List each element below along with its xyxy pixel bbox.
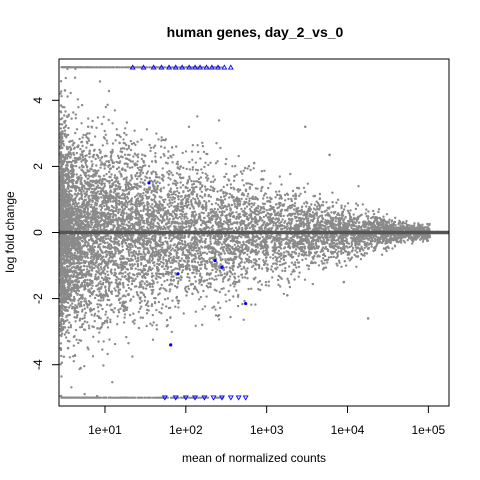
- significant-point: [147, 181, 151, 185]
- significant-point: [213, 258, 217, 263]
- gene-point: [156, 184, 160, 188]
- significant-clipped-point: [158, 64, 165, 70]
- x-tick-label: 1e+05: [412, 423, 446, 437]
- significant-clipped-point: [208, 64, 215, 70]
- gene-point: [239, 251, 243, 254]
- gene-point: [66, 346, 70, 350]
- significant-clipped-point: [179, 64, 186, 70]
- significant-clipped-point: [218, 395, 225, 401]
- x-tick-label: 1e+03: [250, 423, 284, 437]
- significant-clipped-point: [150, 64, 157, 70]
- data-points: [63, 64, 439, 401]
- chart-title: human genes, day_2_vs_0: [167, 24, 344, 40]
- gene-point: [366, 317, 370, 320]
- gene-point: [252, 211, 256, 214]
- gene-point: [176, 194, 180, 198]
- gene-point: [96, 327, 99, 330]
- significant-clipped-point: [172, 395, 179, 401]
- gene-point: [63, 89, 67, 92]
- y-tick-label: 4: [31, 97, 45, 104]
- gene-point: [166, 270, 170, 274]
- significant-point: [220, 265, 224, 269]
- x-axis-label: mean of normalized counts: [182, 451, 326, 465]
- gene-point: [293, 244, 296, 248]
- x-tick-label: 1e+04: [331, 423, 365, 437]
- significant-clipped-point: [201, 395, 208, 401]
- significant-clipped-point: [161, 395, 168, 401]
- y-axis-label: log fold change: [3, 191, 17, 273]
- x-tick-label: 1e+01: [88, 423, 122, 437]
- y-axis: -4 -2 0 2 4: [31, 97, 60, 370]
- gene-point: [286, 293, 289, 297]
- gene-point: [233, 175, 236, 178]
- gene-point: [86, 125, 90, 129]
- significant-clipped-point: [140, 64, 147, 70]
- significant-point: [176, 272, 180, 276]
- gene-point: [198, 201, 202, 205]
- significant-clipped-point: [129, 64, 136, 70]
- significant-clipped-point: [192, 64, 199, 70]
- significant-clipped-point: [166, 64, 173, 70]
- significant-point: [169, 343, 173, 347]
- significant-clipped-point: [242, 395, 249, 401]
- gene-point: [265, 247, 268, 251]
- y-tick-label: 2: [31, 163, 45, 170]
- significant-clipped-point: [172, 64, 179, 70]
- gene-point: [145, 284, 149, 287]
- gene-point: [352, 217, 356, 221]
- gene-point: [409, 233, 412, 237]
- gene-point: [187, 264, 191, 267]
- gene-point: [306, 219, 309, 223]
- gene-point: [352, 237, 356, 241]
- significant-clipped-point: [227, 395, 234, 401]
- gene-point: [328, 153, 331, 157]
- significant-clipped-point: [192, 395, 199, 401]
- significant-clipped-point: [186, 64, 193, 70]
- x-axis: 1e+01 1e+02 1e+03 1e+04 1e+05: [88, 405, 446, 437]
- y-tick-label: -2: [31, 293, 45, 304]
- gene-point: [72, 141, 75, 145]
- gene-point: [79, 366, 82, 370]
- significant-clipped-point: [197, 64, 204, 70]
- significant-clipped-point: [215, 64, 221, 70]
- gene-point: [342, 280, 346, 284]
- gene-point: [321, 241, 325, 244]
- significant-point: [244, 301, 248, 306]
- significant-clipped-point: [182, 395, 189, 401]
- gene-point: [370, 226, 374, 229]
- gene-point: [390, 227, 393, 231]
- significant-clipped-point: [235, 395, 242, 401]
- significant-clipped-point: [203, 64, 210, 70]
- y-tick-label: 0: [31, 229, 45, 236]
- gene-point: [135, 171, 139, 175]
- gene-point: [225, 208, 228, 211]
- gene-point: [338, 222, 341, 226]
- significant-clipped-point: [210, 395, 217, 401]
- significant-clipped-point: [227, 64, 234, 70]
- y-tick-label: -4: [31, 359, 45, 370]
- significant-clipped-point: [221, 64, 228, 70]
- gene-point: [124, 300, 127, 304]
- gene-point: [279, 214, 283, 218]
- gene-point: [110, 158, 113, 162]
- gene-point: [303, 125, 307, 129]
- x-tick-label: 1e+02: [169, 423, 203, 437]
- gene-point: [252, 161, 256, 165]
